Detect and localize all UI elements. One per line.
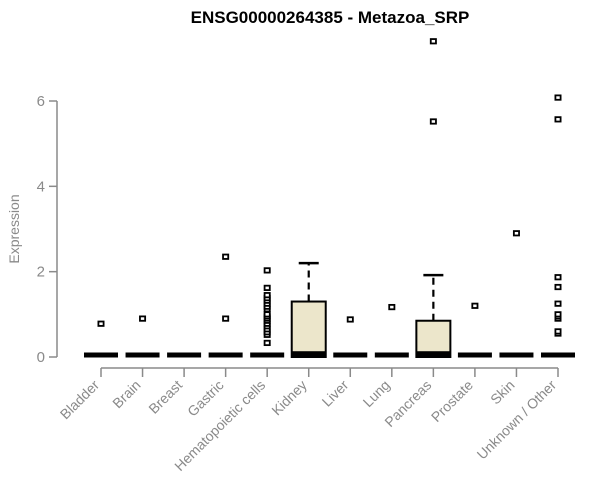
- boxplot-median: [374, 352, 409, 358]
- outlier-point: [263, 267, 271, 274]
- boxplot-box: [415, 319, 452, 359]
- boxplot-median: [541, 352, 575, 358]
- y-tick-label: 6: [37, 93, 45, 110]
- x-category-label: Liver: [319, 377, 352, 410]
- x-category-label: Skin: [487, 377, 518, 408]
- chart-title: ENSG00000264385 - Metazoa_SRP: [190, 8, 470, 27]
- outlier-point: [222, 253, 230, 260]
- boxplot-median: [457, 352, 492, 358]
- boxplot-box: [290, 300, 327, 358]
- outlier-point: [263, 284, 271, 291]
- x-category-label: Bladder: [57, 377, 103, 423]
- boxplot-median: [499, 352, 534, 358]
- outlier-point: [429, 38, 437, 45]
- y-tick-label: 2: [37, 264, 45, 281]
- outlier-point: [512, 230, 520, 237]
- outlier-point: [471, 302, 479, 309]
- outlier-point: [139, 315, 147, 322]
- outlier-point: [554, 311, 562, 318]
- boxplot-median: [333, 352, 368, 358]
- x-category-label: Kidney: [268, 377, 310, 419]
- outlier-point: [263, 311, 271, 318]
- y-tick-label: 0: [37, 349, 45, 366]
- outlier-point: [263, 339, 271, 347]
- boxplot-median: [84, 352, 118, 358]
- y-tick-label: 4: [37, 178, 45, 195]
- outlier-point: [263, 292, 271, 299]
- outlier-point: [346, 316, 354, 323]
- boxplot-median: [250, 352, 285, 358]
- boxplot-median: [125, 352, 160, 358]
- y-axis-title: Expression: [6, 194, 22, 264]
- outlier-point: [554, 283, 562, 291]
- outlier-point: [554, 300, 562, 307]
- x-category-label: Unknown / Other: [474, 377, 560, 463]
- x-category-label: Prostate: [428, 377, 476, 425]
- x-category-label: Lung: [360, 377, 393, 410]
- outlier-point: [97, 320, 105, 327]
- outlier-point: [429, 118, 437, 125]
- outlier-point: [554, 116, 562, 123]
- boxplot-median: [208, 352, 243, 358]
- x-category-label: Breast: [145, 377, 185, 417]
- outlier-point: [554, 94, 562, 101]
- outlier-point: [554, 274, 562, 281]
- boxplot-median: [291, 351, 326, 357]
- x-category-label: Brain: [109, 377, 143, 411]
- boxplot-median: [416, 351, 451, 357]
- boxplot-median: [167, 352, 202, 358]
- outlier-point: [388, 303, 396, 311]
- outlier-point: [222, 315, 230, 322]
- outlier-point: [554, 328, 562, 335]
